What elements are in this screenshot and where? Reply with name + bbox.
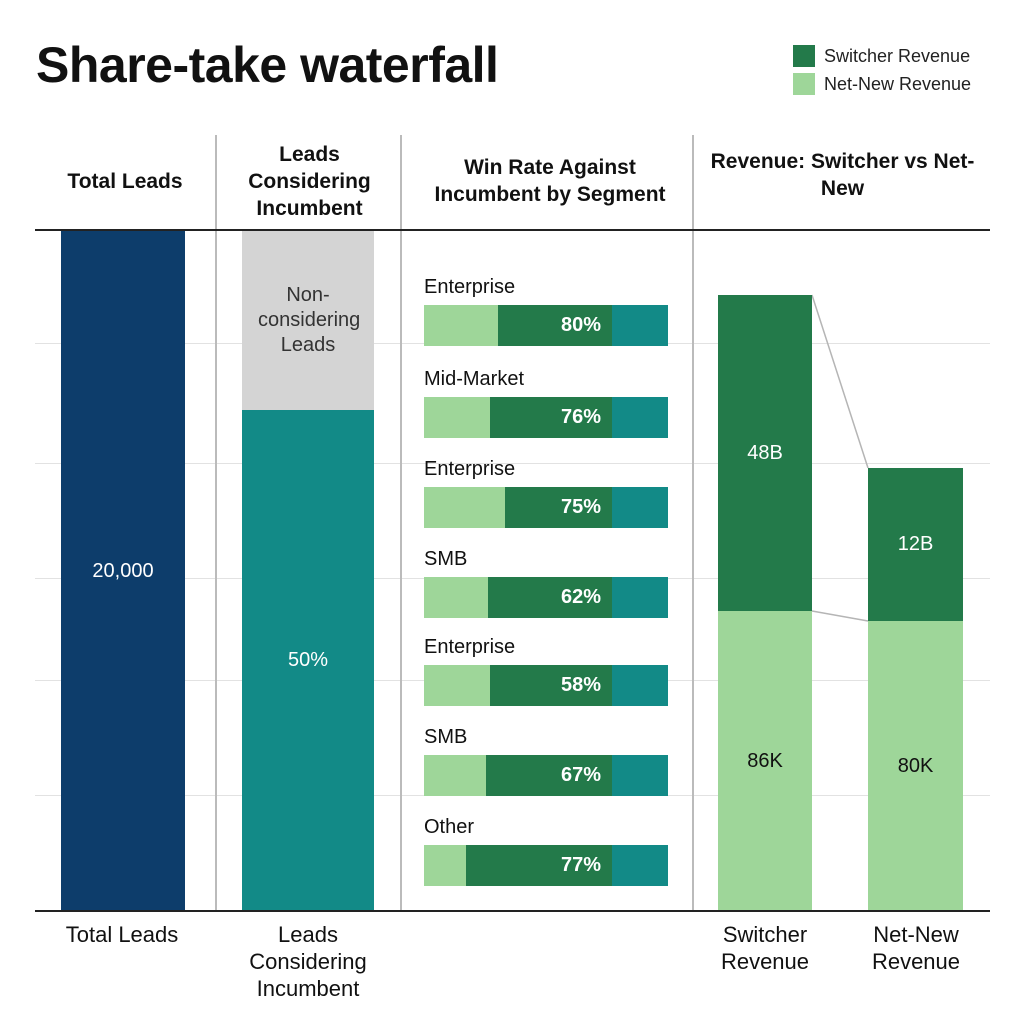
legend-label-switcher: Switcher Revenue [824,46,971,66]
segment-value: 80% [560,314,602,336]
segment-bar-light [424,665,490,706]
segment-bar-rest [612,487,668,528]
segment-bar-win [466,845,612,886]
segment-label: SMB [424,726,468,748]
bar-considering: 50% [242,410,374,911]
header-win-rate: Win Rate Against Incumbent by Segment [434,156,666,206]
header-rule [35,229,990,231]
panel-divider [692,135,694,911]
segment-bar-rest [612,577,668,618]
x-tick-leads-considering: Leads Considering Incumbent [249,922,367,1001]
segment-bar-win [488,577,612,618]
panel-divider [400,135,402,911]
segment-label: Enterprise [424,636,516,658]
gridline [35,463,990,464]
segment-label: Enterprise [424,458,516,480]
segment-bar-light [424,577,488,618]
connector-top [811,294,869,469]
x-tick-switcher: Switcher Revenue [720,922,810,974]
legend-label-netnew: Net-New Revenue [824,74,972,94]
segment-bar-light [424,845,466,886]
header-revenue: Revenue: Switcher vs Net-New [710,150,975,200]
segment-bar-win [490,397,612,438]
x-tick-total-leads: Total Leads [65,922,179,947]
x-tick-netnew: Net-New Revenue [871,922,961,974]
segment-value: 62% [560,586,602,608]
segment-bar-light [424,487,505,528]
segment-bar-light [424,305,498,346]
bar-switcher-top: 48B [718,295,812,611]
segment-bar-win [486,755,612,796]
bar-label-switcher-top: 48B [747,441,783,464]
bar-non-considering: Non-considering Leads [242,231,374,410]
bar-label-switcher-bottom: 86K [747,749,783,772]
segment-bar-light [424,755,486,796]
bar-label-non-considering: Non-considering Leads [258,284,361,356]
header-leads-considering: Leads Considering Incumbent [248,142,371,220]
segment-bar-win [505,487,612,528]
segment-value: 77% [560,854,602,876]
segment-value: 75% [560,496,602,518]
segment-label: Enterprise [424,276,516,298]
bar-netnew-top: 12B [868,468,963,621]
segment-value: 76% [560,406,602,428]
bar-netnew-bottom: 80K [868,621,963,911]
segment-value: 67% [560,764,602,786]
connector-bottom [811,610,869,622]
header-total-leads: Total Leads [67,169,183,193]
legend-swatch-switcher [793,45,815,67]
bar-label-netnew-top: 12B [897,533,934,555]
segment-value: 58% [560,674,602,696]
segment-bar-win [490,665,612,706]
chart-title: Share-take waterfall [36,37,499,93]
bar-label-considering: 50% [287,649,329,671]
x-axis [35,910,990,912]
segment-label: SMB [424,548,468,570]
segment-bar-light [424,397,490,438]
segment-bar-rest [612,665,668,706]
bar-total-leads: 20,000 [61,231,185,911]
segment-bar-win [498,305,612,346]
legend-swatch-netnew [793,73,815,95]
segment-label: Other [424,816,475,838]
bar-label-total-leads: 20,000 [92,559,154,582]
segment-bar-rest [612,845,668,886]
segment-bar-rest [612,397,668,438]
segment-label: Mid-Market [424,368,525,390]
bar-label-netnew-bottom: 80K [897,754,934,777]
panel-divider [215,135,217,911]
segment-bar-rest [612,755,668,796]
bar-switcher-bottom: 86K [718,611,812,911]
segment-bar-rest [612,305,668,346]
